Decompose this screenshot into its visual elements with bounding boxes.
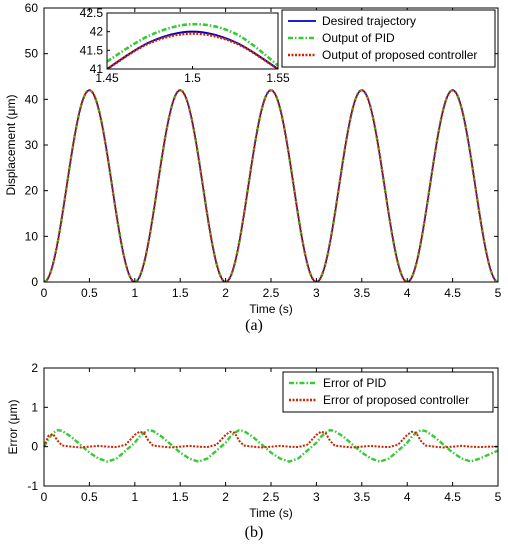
x-tick-label: 2 — [222, 286, 229, 300]
x-tick-label: 5 — [495, 286, 502, 300]
y-tick-label: 10 — [25, 229, 39, 243]
series-group — [44, 89, 498, 282]
x-tick-label: 4 — [404, 490, 411, 504]
inset-y-tick-label: 41 — [90, 62, 104, 76]
y-tick-label: 30 — [25, 138, 39, 152]
y-axis-label: Displacement (μm) — [4, 95, 18, 196]
inset-plot-area — [107, 13, 278, 69]
legend-entry: Output of proposed controller — [322, 48, 477, 62]
x-tick-label: 3 — [313, 286, 320, 300]
x-axis-label: Time (s) — [249, 302, 293, 316]
legend-entry: Output of PID — [322, 31, 395, 45]
x-tick-label: 1.5 — [172, 490, 189, 504]
x-tick-label: 3.5 — [353, 490, 370, 504]
x-tick-label: 0 — [41, 286, 48, 300]
inset-series-line-1 — [107, 30, 278, 69]
x-tick-label: 1 — [131, 286, 138, 300]
panel-caption: (b) — [245, 524, 264, 541]
y-tick-label: 20 — [25, 184, 39, 198]
y-axis-label: Error (μm) — [6, 400, 20, 455]
x-tick-label: 1.5 — [172, 286, 189, 300]
legend-entry: Error of proposed controller — [323, 393, 469, 407]
y-tick-label: 40 — [25, 92, 39, 106]
x-tick-label: 4.5 — [444, 490, 461, 504]
y-tick-label: 2 — [31, 361, 38, 375]
y-tick-label: -1 — [27, 479, 38, 493]
x-tick-label: 2 — [222, 490, 229, 504]
y-tick-label: 0 — [31, 440, 38, 454]
x-tick-label: 3.5 — [353, 286, 370, 300]
x-tick-label: 2.5 — [263, 490, 280, 504]
series-line-3 — [44, 89, 498, 282]
series-group — [44, 428, 498, 463]
x-tick-label: 4.5 — [444, 286, 461, 300]
inset-x-tick-label: 1.5 — [184, 71, 201, 85]
x-tick-label: 5 — [495, 490, 502, 504]
x-tick-label: 0 — [41, 490, 48, 504]
y-tick-label: 60 — [25, 1, 39, 15]
legend: Error of PID Error of proposed controller — [282, 371, 494, 413]
x-tick-label: 2.5 — [263, 286, 280, 300]
y-tick-label: 1 — [31, 400, 38, 414]
inset-series-group — [107, 22, 278, 69]
x-axis-label: Time (s) — [249, 506, 293, 520]
inset-y-tick-label: 42.5 — [80, 6, 104, 20]
inset-series-line-2 — [107, 22, 278, 67]
x-tick-label: 0.5 — [81, 286, 98, 300]
y-tick-label: 0 — [31, 275, 38, 289]
legend: Desired trajectory Output of PID Output of… — [281, 9, 496, 68]
panel-caption: (a) — [245, 317, 263, 334]
inset-chart: 1.45 1.5 1.55 41 41.5 42 42.5 — [80, 6, 290, 85]
x-tick-label: 4 — [404, 286, 411, 300]
x-tick-label: 3 — [313, 490, 320, 504]
legend-entry: Desired trajectory — [322, 14, 416, 28]
series-line-2 — [44, 430, 498, 449]
legend-box — [282, 371, 494, 413]
inset-y-tick-label: 41.5 — [80, 43, 104, 57]
inset-x-tick-label: 1.45 — [95, 71, 119, 85]
x-tick-label: 0.5 — [81, 490, 98, 504]
x-tick-label: 1 — [131, 490, 138, 504]
inset-x-tick-label: 1.55 — [266, 71, 290, 85]
legend-entry: Error of PID — [323, 376, 387, 390]
y-tick-label: 50 — [25, 47, 39, 61]
legend-box — [281, 9, 496, 68]
inset-y-tick-label: 42 — [90, 25, 104, 39]
